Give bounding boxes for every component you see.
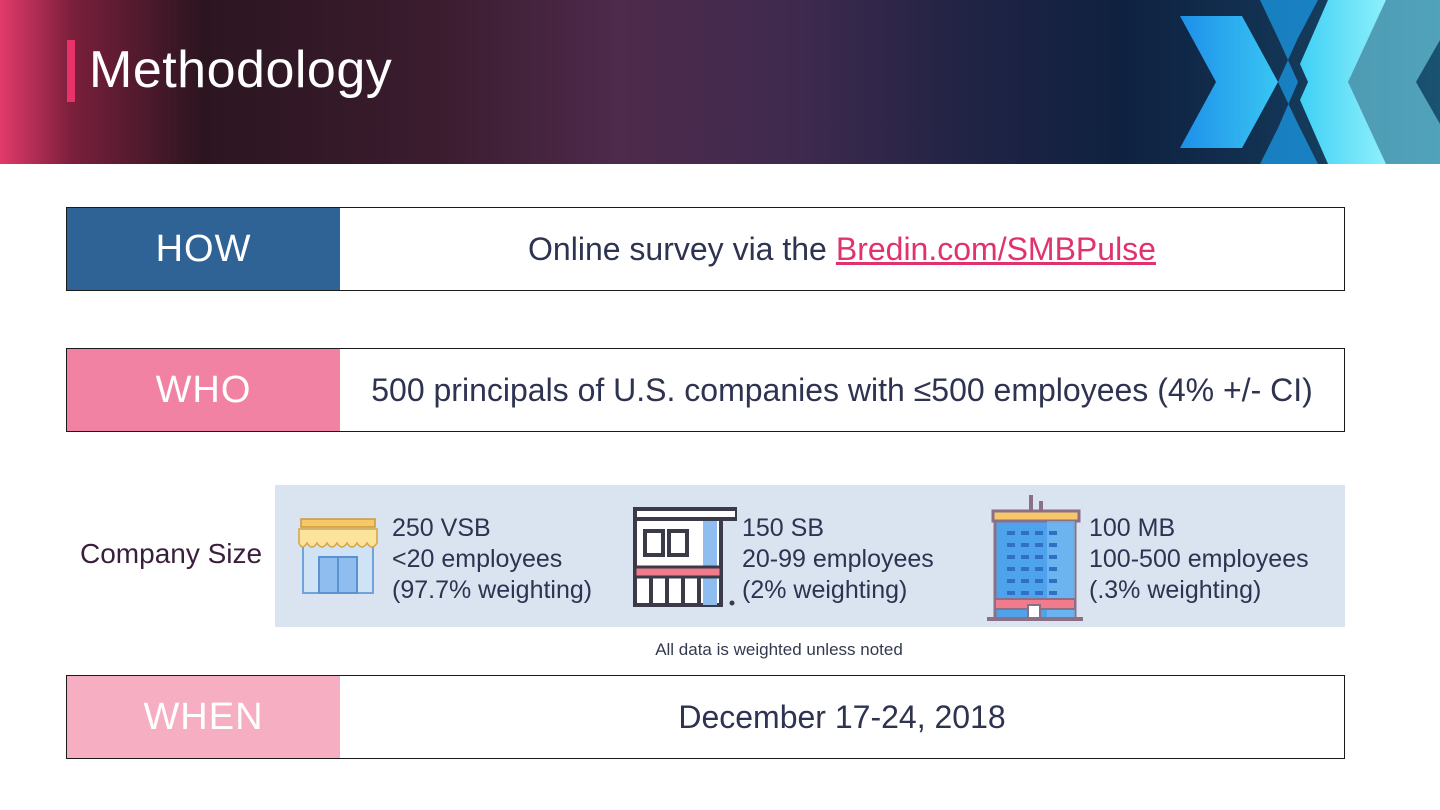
segment-range: 100-500 employees (1089, 545, 1309, 573)
size-segment-text: 100 MB 100-500 employees (.3% weighting) (1089, 513, 1309, 606)
header-banner: Methodology (0, 0, 1440, 164)
shop-building-icon (633, 507, 737, 607)
how-row: HOW Online survey via the Bredin.com/SMB… (66, 207, 1345, 291)
segment-count: 150 SB (742, 514, 825, 542)
when-row: WHEN December 17-24, 2018 (66, 675, 1345, 759)
company-size-panel: 250 VSB <20 employees (97.7% weighting) … (275, 485, 1345, 627)
who-text: 500 principals of U.S. companies with ≤5… (371, 371, 1313, 408)
segment-weighting: (97.7% weighting) (392, 576, 593, 604)
weighting-note: All data is weighted unless noted (655, 640, 903, 659)
company-size-label: Company Size (80, 538, 263, 569)
segment-range: <20 employees (392, 545, 563, 573)
size-segment-text: 150 SB 20-99 employees (2% weighting) (742, 513, 934, 606)
survey-link[interactable]: Bredin.com/SMBPulse (835, 230, 1156, 267)
page-title: Methodology (89, 41, 393, 99)
how-text-container: Online survey via the Bredin.com/SMBPuls… (340, 208, 1344, 290)
segment-count: 250 VSB (392, 514, 491, 542)
segment-weighting: (.3% weighting) (1089, 576, 1262, 604)
how-label: HOW (67, 208, 340, 290)
who-label: WHO (67, 349, 340, 431)
size-segment-sb: 150 SB 20-99 employees (2% weighting) (615, 485, 965, 627)
office-tower-icon (987, 495, 1083, 621)
storefront-icon (298, 518, 378, 594)
when-label: WHEN (67, 676, 340, 758)
size-segment-vsb: 250 VSB <20 employees (97.7% weighting) (275, 485, 615, 627)
who-row: WHO 500 principals of U.S. companies wit… (66, 348, 1345, 432)
segment-count: 100 MB (1089, 514, 1176, 542)
size-segment-text: 250 VSB <20 employees (97.7% weighting) (392, 513, 592, 606)
when-text: December 17-24, 2018 (678, 698, 1006, 735)
segment-range: 20-99 employees (742, 545, 934, 573)
how-text: Online survey via the (528, 230, 827, 267)
size-segment-mb: 100 MB 100-500 employees (.3% weighting) (965, 485, 1345, 627)
title-accent-bar (67, 40, 75, 102)
x-logo-icon (1180, 0, 1440, 164)
segment-weighting: (2% weighting) (742, 576, 908, 604)
